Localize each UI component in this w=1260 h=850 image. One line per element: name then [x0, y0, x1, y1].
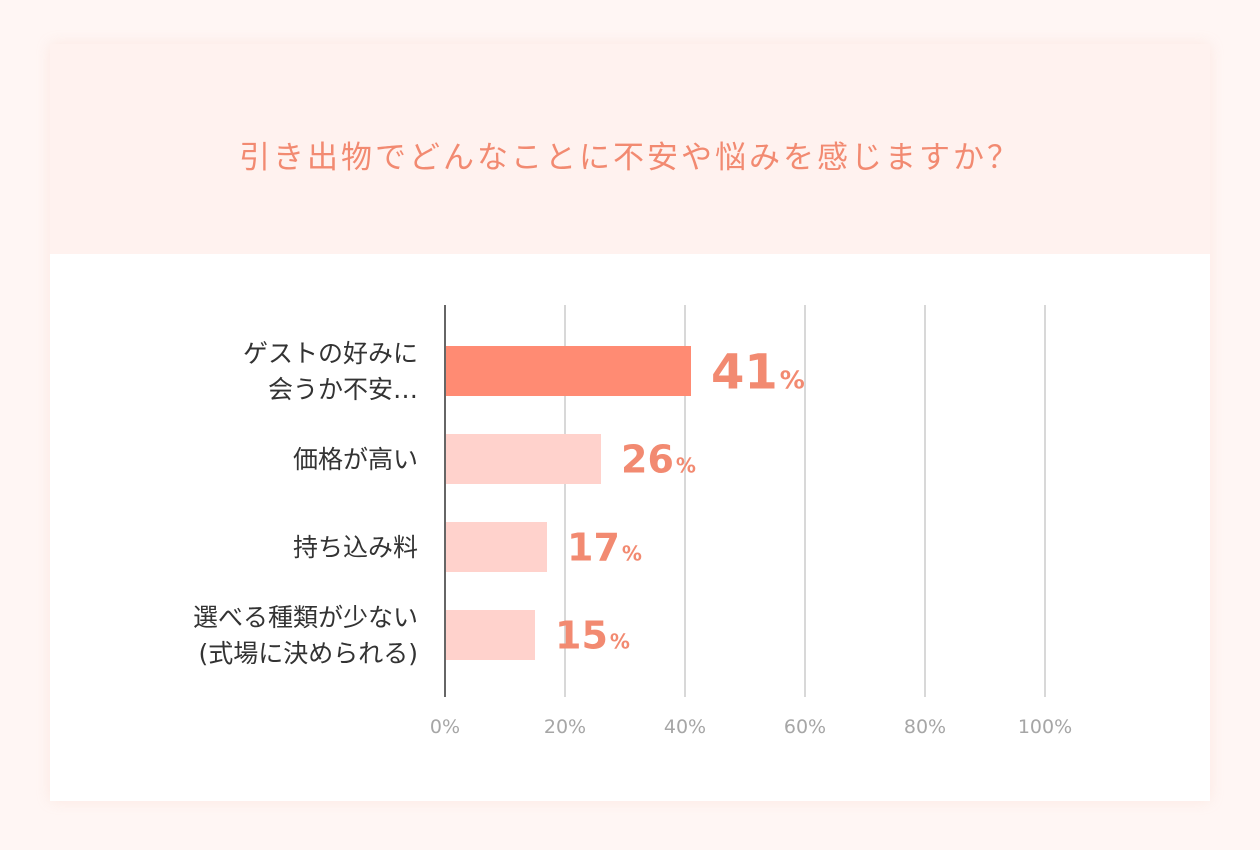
- x-tick-label: 20%: [544, 716, 586, 738]
- x-tick-label: 0%: [430, 716, 460, 738]
- value-label: 26%: [621, 438, 696, 482]
- value-label: 41%: [711, 344, 805, 400]
- x-tick-label: 80%: [904, 716, 946, 738]
- chart-title: 引き出物でどんなことに不安や悩みを感じますか？: [239, 140, 1021, 176]
- bar: [445, 522, 547, 572]
- x-tick-label: 100%: [1018, 716, 1072, 738]
- category-label: 持ち込み料: [293, 533, 418, 562]
- bar: [445, 610, 535, 660]
- category-label: ゲストの好みに会うか不安…: [243, 339, 418, 404]
- chart-header: 引き出物でどんなことに不安や悩みを感じますか？: [50, 44, 1210, 254]
- bar: [445, 434, 601, 484]
- category-label: 価格が高い: [293, 445, 418, 474]
- category-label: 選べる種類が少ない(式場に決められる): [193, 603, 418, 668]
- value-label: 15%: [555, 614, 630, 658]
- value-label: 17%: [567, 526, 642, 570]
- x-tick-label: 60%: [784, 716, 826, 738]
- chart-card: 引き出物でどんなことに不安や悩みを感じますか？: [50, 44, 1210, 801]
- x-tick-label: 40%: [664, 716, 706, 738]
- bar: [445, 346, 691, 396]
